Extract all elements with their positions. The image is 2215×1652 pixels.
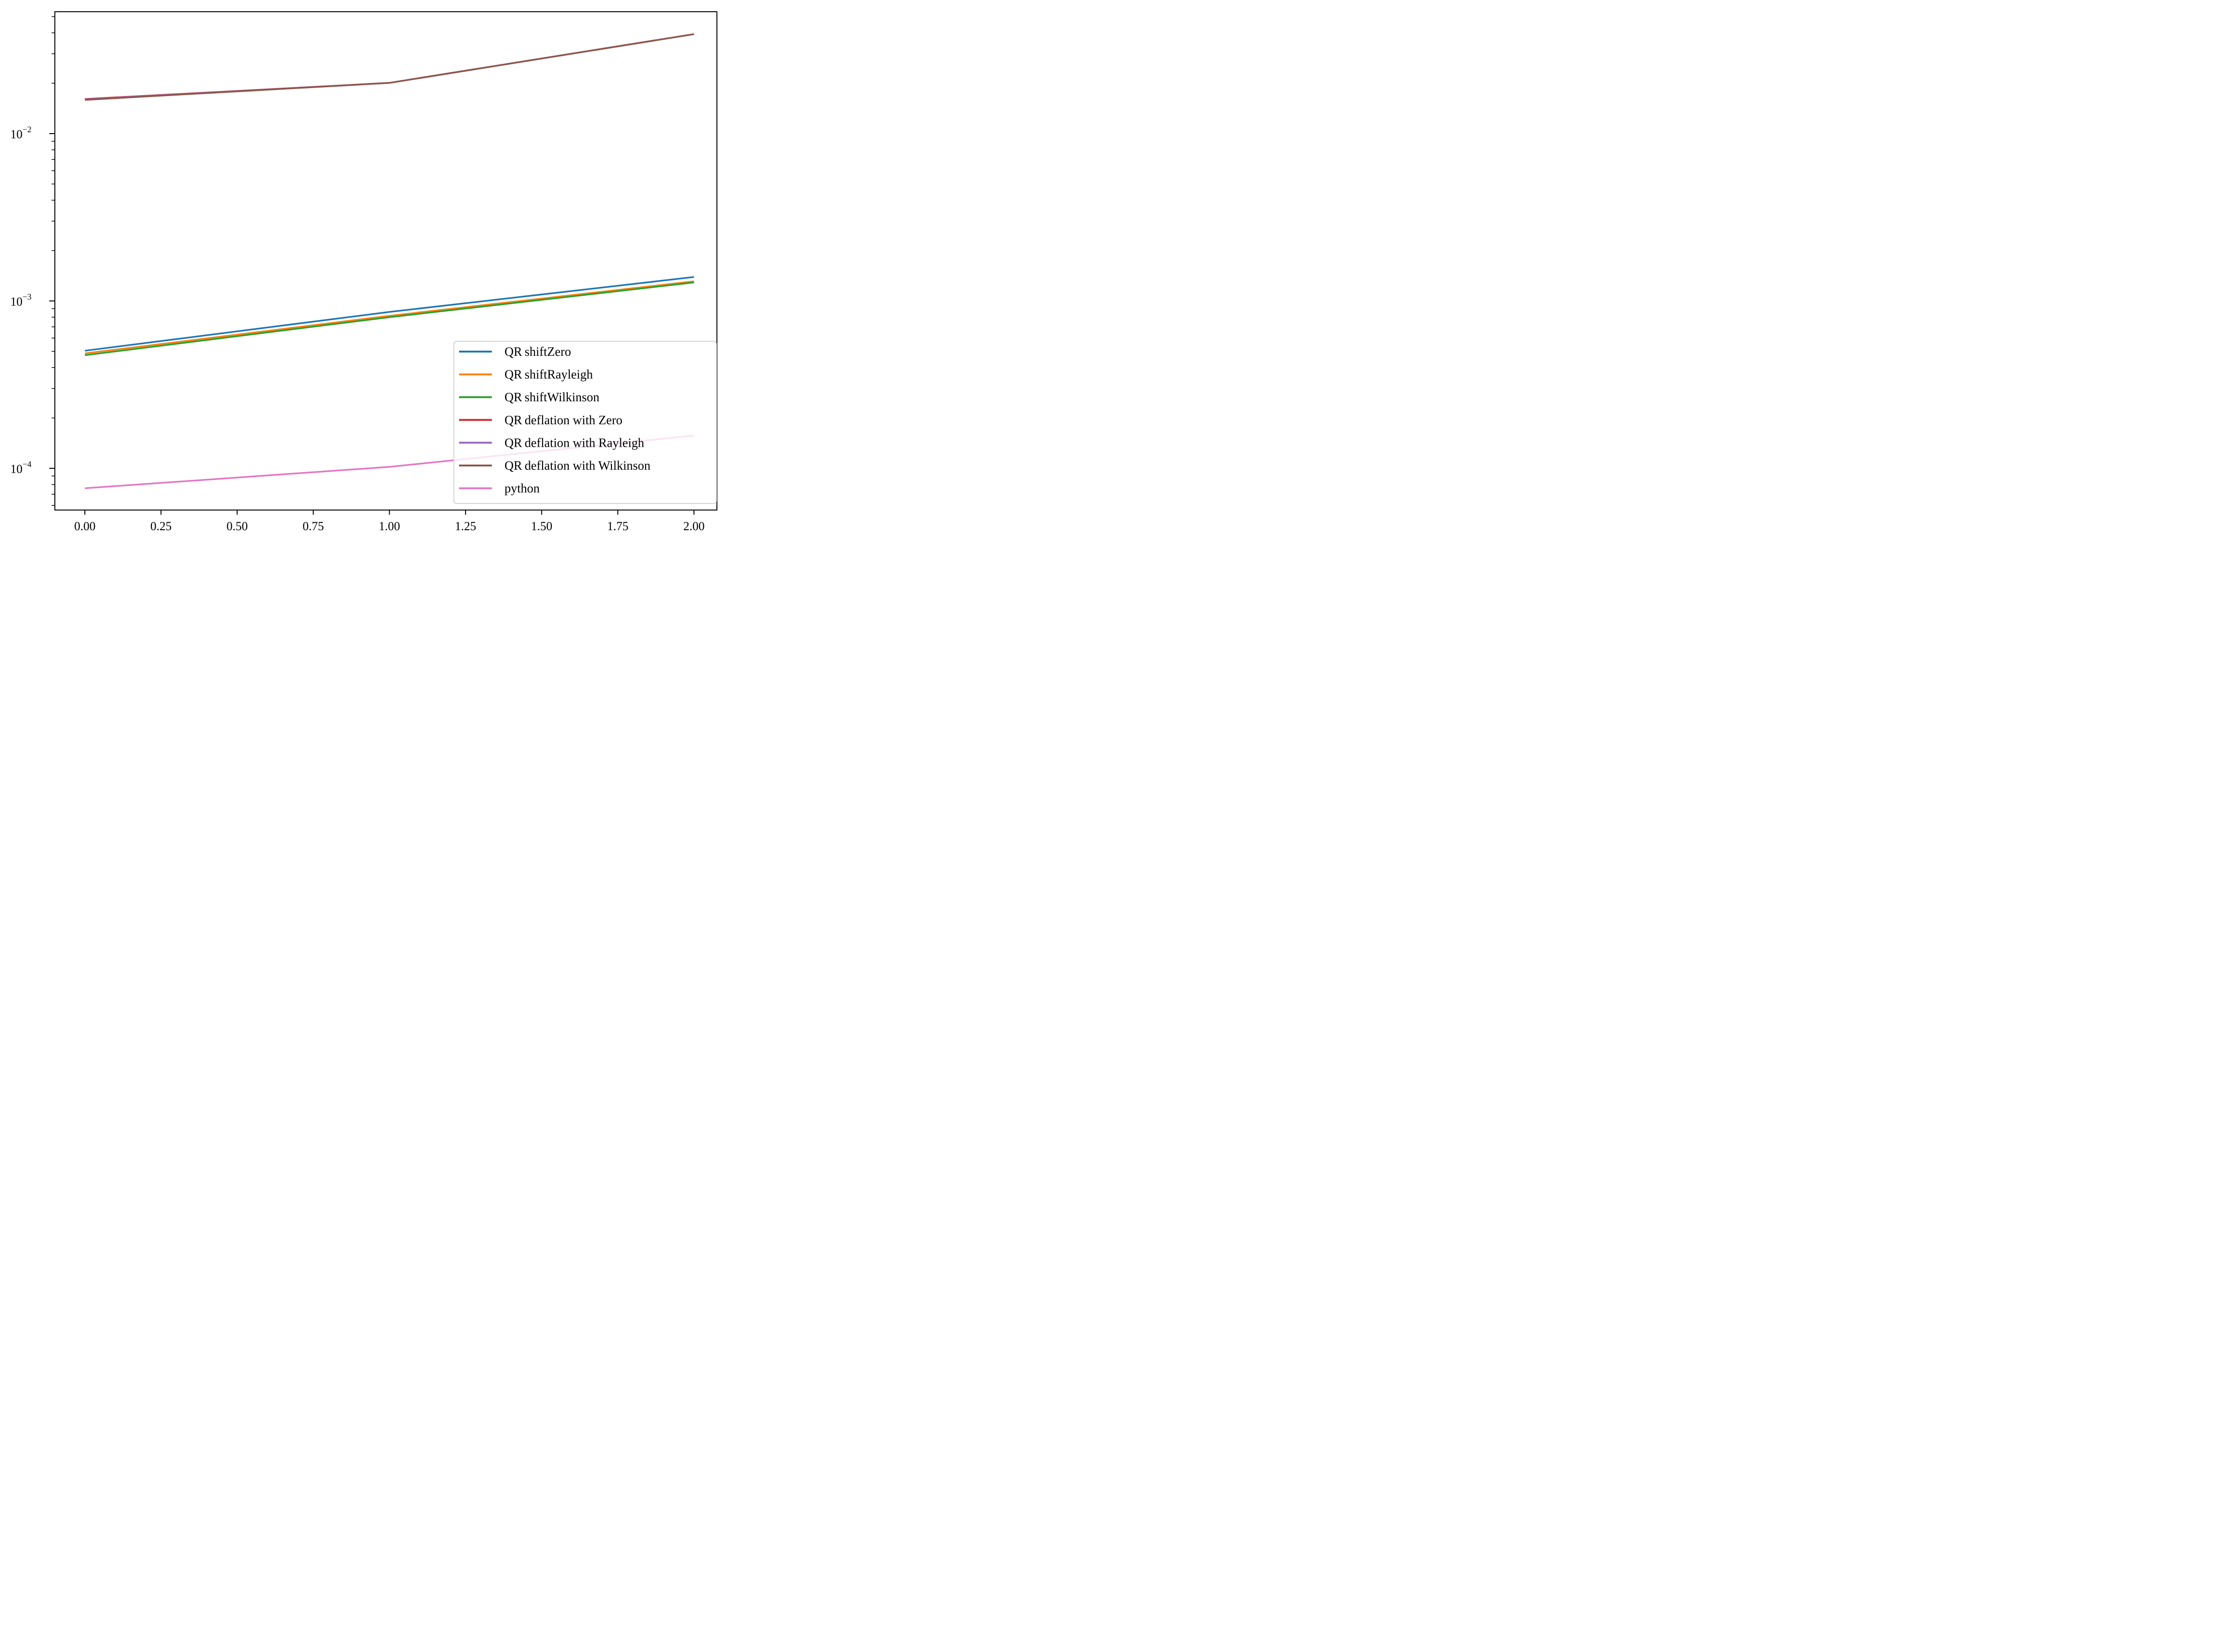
legend-item: QR shiftZero <box>459 345 571 359</box>
legend: QR shiftZero QR shiftRayleigh QR shiftWilk… <box>453 341 717 504</box>
legend-item: QR shiftRayleigh <box>459 368 593 382</box>
legend-label: QR deflation with Zero <box>505 413 622 427</box>
x-axis: 0.00 0.25 0.50 0.75 1.00 1.25 1.50 1.75 2.00 <box>74 510 705 533</box>
x-tick-label: 0.75 <box>302 519 324 533</box>
x-tick-label: 2.00 <box>683 519 705 533</box>
legend-item: python <box>459 481 540 496</box>
legend-label: python <box>505 481 540 496</box>
plot-lines <box>84 33 694 489</box>
legend-label: QR deflation with Rayleigh <box>505 436 644 450</box>
x-tick-label: 0.50 <box>226 519 248 533</box>
series-line-4 <box>84 33 694 100</box>
x-tick-label: 0.00 <box>74 519 96 533</box>
legend-label: QR shiftWilkinson <box>505 390 600 404</box>
series-line-5 <box>84 33 694 101</box>
y-tick-label: 10−3 <box>10 292 31 308</box>
y-tick-label: 10−4 <box>10 459 31 476</box>
legend-item: QR deflation with Rayleigh <box>459 436 644 450</box>
line-chart: 10−4 10−3 10−2 0.00 0.25 0.50 0.75 1.00 1.25 1.5… <box>10 11 717 533</box>
y-axis: 10−4 10−3 10−2 <box>10 16 55 506</box>
x-tick-label: 0.25 <box>151 519 172 533</box>
x-tick-label: 1.50 <box>531 519 553 533</box>
x-tick-label: 1.00 <box>379 519 400 533</box>
y-tick-label: 10−2 <box>10 125 31 141</box>
series-line-0 <box>84 276 694 352</box>
legend-label: QR deflation with Wilkinson <box>505 458 651 473</box>
x-tick-label: 1.25 <box>455 519 476 533</box>
legend-item: QR deflation with Wilkinson <box>459 458 651 473</box>
series-line-3 <box>84 33 694 100</box>
series-line-2 <box>84 281 694 356</box>
x-tick-label: 1.75 <box>607 519 629 533</box>
series-line-1 <box>84 280 694 354</box>
plot-area-frame <box>54 11 717 511</box>
legend-label: QR shiftZero <box>505 345 571 359</box>
legend-item: QR shiftWilkinson <box>459 390 600 404</box>
legend-box <box>453 341 717 504</box>
legend-label: QR shiftRayleigh <box>505 368 593 382</box>
legend-item: QR deflation with Zero <box>459 413 622 427</box>
